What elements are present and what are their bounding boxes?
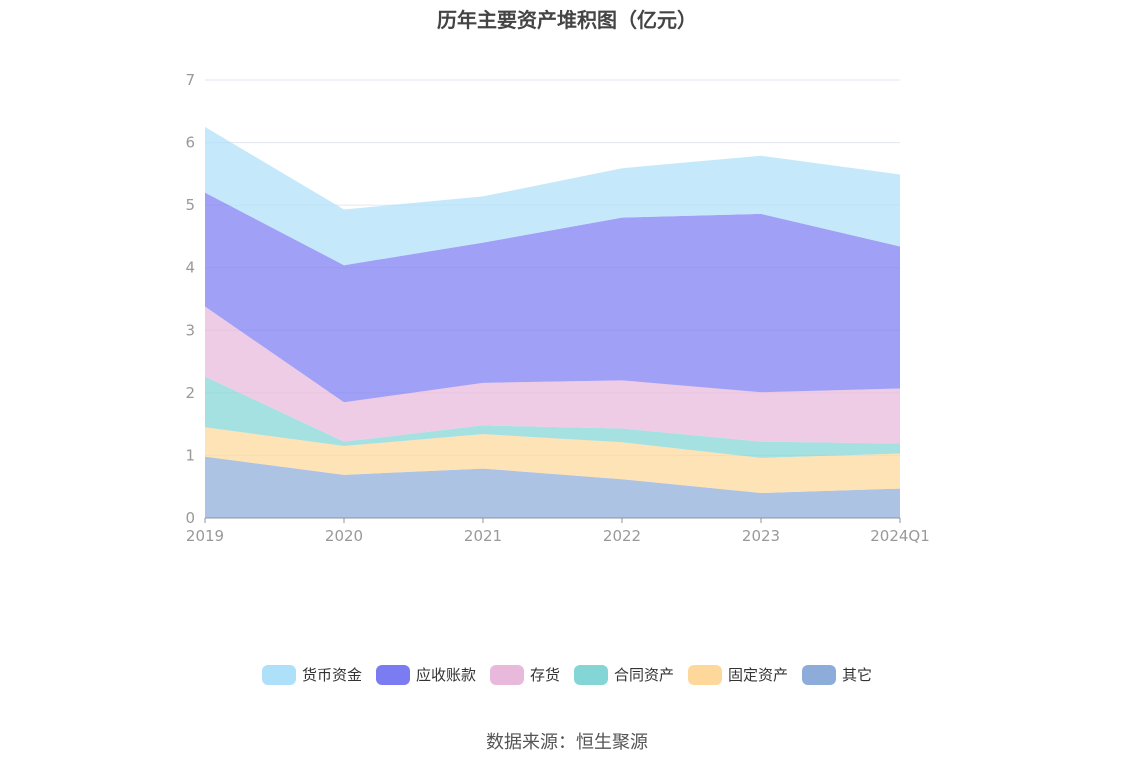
x-tick-label: 2024Q1 bbox=[870, 527, 930, 545]
data-source-note: 数据来源：恒生聚源 bbox=[486, 732, 648, 753]
y-tick-label: 6 bbox=[185, 134, 195, 152]
legend-label: 货币资金 bbox=[301, 666, 362, 684]
x-tick-label: 2023 bbox=[742, 527, 780, 545]
chart-legend: 货币资金 应收账款 存货 合同资产 固定资产 其它 bbox=[0, 664, 1134, 685]
legend-swatch bbox=[688, 664, 723, 685]
x-tick-label: 2020 bbox=[325, 527, 363, 545]
legend-swatch bbox=[802, 664, 837, 685]
y-tick-label: 4 bbox=[185, 259, 195, 277]
legend-swatch bbox=[375, 664, 410, 685]
y-tick-label: 5 bbox=[185, 196, 195, 214]
area-series bbox=[205, 306, 900, 444]
area-series bbox=[205, 376, 900, 458]
legend-swatch bbox=[261, 664, 296, 685]
x-tick-label: 2021 bbox=[464, 527, 502, 545]
legend-label: 合同资产 bbox=[614, 666, 675, 684]
y-tick-label: 7 bbox=[185, 71, 195, 89]
stacked-area-chart: 0 1 2 3 4 5 6 7 2019 2020 2021 2022 2023 2024Q1 bbox=[185, 71, 930, 545]
legend-item[interactable]: 应收账款 bbox=[375, 664, 476, 685]
legend-item[interactable]: 货币资金 bbox=[261, 664, 362, 685]
legend-item[interactable]: 存货 bbox=[489, 664, 560, 685]
legend-label: 其它 bbox=[842, 666, 873, 684]
area-series bbox=[205, 126, 900, 266]
legend-label: 存货 bbox=[529, 666, 560, 684]
legend-swatch bbox=[489, 664, 524, 685]
y-tick-label: 2 bbox=[185, 384, 195, 402]
y-tick-label: 0 bbox=[185, 509, 195, 527]
legend-label: 固定资产 bbox=[728, 666, 789, 684]
x-tick-label: 2022 bbox=[603, 527, 641, 545]
legend-item[interactable]: 合同资产 bbox=[574, 664, 674, 685]
chart-title: 历年主要资产堆积图（亿元） bbox=[437, 8, 697, 32]
y-tick-label: 3 bbox=[185, 321, 195, 339]
legend-label: 应收账款 bbox=[415, 666, 476, 684]
legend-swatch bbox=[574, 664, 608, 685]
legend-item[interactable]: 固定资产 bbox=[688, 664, 788, 685]
area-series bbox=[205, 192, 900, 403]
y-tick-label: 1 bbox=[185, 446, 195, 464]
legend-item[interactable]: 其它 bbox=[802, 664, 872, 685]
x-tick-label: 2019 bbox=[186, 527, 224, 545]
area-series bbox=[205, 456, 900, 518]
area-series bbox=[205, 427, 900, 493]
